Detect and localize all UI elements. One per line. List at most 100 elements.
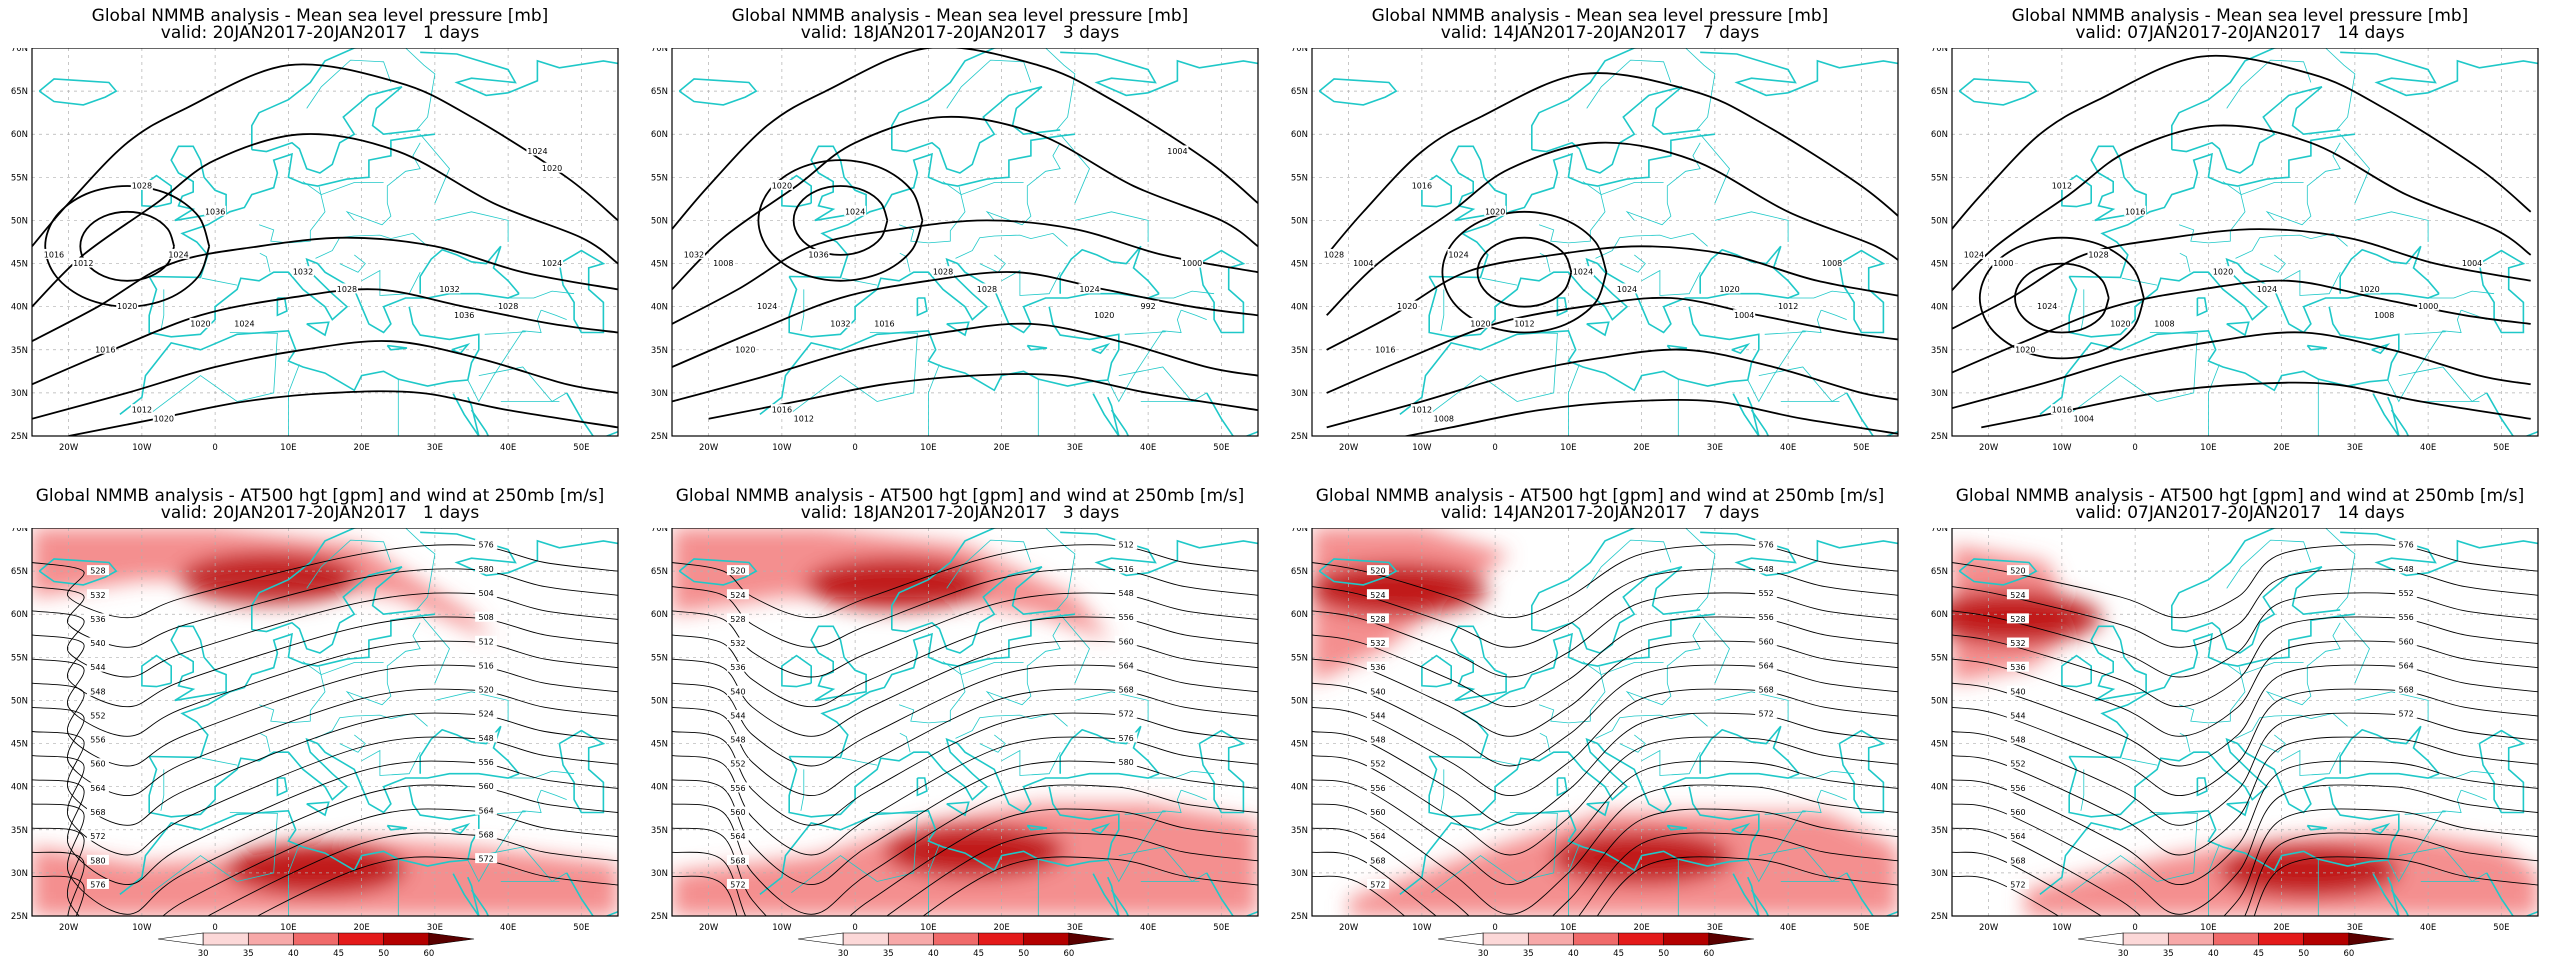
latitude-tick-label: 40N <box>651 303 668 313</box>
coastline <box>891 48 1083 150</box>
contour-label-background <box>1366 854 1389 865</box>
contour-label-background <box>1366 685 1389 696</box>
contour-label: 564 <box>479 806 494 815</box>
colorbar-tick-label: 35 <box>883 949 894 959</box>
longitude-tick-label: 50E <box>1853 443 1869 453</box>
latitude-tick-label: 35N <box>1291 346 1308 356</box>
panel-valid-period: valid: 18JAN2017-20JAN2017 3 days <box>800 23 1120 43</box>
latitude-tick-label: 70N <box>1931 48 1948 54</box>
country-border <box>841 757 878 766</box>
contour-label: 552 <box>2399 589 2414 598</box>
contour-label: 572 <box>2010 880 2025 889</box>
contour-label: 1012 <box>1778 302 1798 311</box>
colorbar-swatch <box>1573 932 1619 946</box>
contour-label-background <box>86 734 109 745</box>
contour-label-background <box>2395 539 2418 550</box>
coastline <box>1318 78 1398 106</box>
contour-label: 1032 <box>830 319 850 328</box>
latitude-tick-label: 70N <box>11 48 28 54</box>
contour-label-background <box>86 613 109 624</box>
panel-title: Global NMMB analysis - AT500 hgt [gpm] a… <box>35 486 605 506</box>
coastline <box>306 321 330 337</box>
colorbar-swatch <box>1527 932 1574 946</box>
isobar-contour <box>1952 568 2538 648</box>
contour-label: 1024 <box>1964 250 1984 259</box>
contour-label: 536 <box>1370 663 1385 672</box>
isobar-contour <box>1952 640 2538 737</box>
country-border <box>302 661 384 676</box>
contour-label-background <box>42 248 65 259</box>
country-border <box>946 59 1032 109</box>
contour-label: 508 <box>479 613 494 622</box>
contour-label: 1000 <box>1993 259 2013 268</box>
colorbar-swatch <box>1482 932 1529 946</box>
coastline <box>1732 873 1760 916</box>
contour-label: 560 <box>2010 808 2025 817</box>
panel-valid-period: valid: 18JAN2017-20JAN2017 3 days <box>800 503 1120 523</box>
contour-label: 1020 <box>1470 319 1490 328</box>
country-border <box>1074 691 1149 722</box>
colorbar-tick-label: 40 <box>928 949 939 959</box>
colorbar-swatch <box>2258 932 2305 946</box>
latitude-tick-label: 35N <box>651 346 668 356</box>
contour-label: 1004 <box>2462 259 2482 268</box>
contour-label-background <box>1432 412 1455 423</box>
longitude-tick-label: 30E <box>2347 923 2363 933</box>
country-border <box>942 181 1024 196</box>
coastline <box>2478 249 2526 334</box>
country-border <box>928 364 940 436</box>
isobar-contour <box>1326 296 1898 394</box>
isobar-contour <box>672 322 1258 403</box>
colorbar-swatch <box>1618 932 1665 946</box>
country-border <box>791 332 918 414</box>
isobar-contour <box>792 185 889 256</box>
coastline <box>386 824 408 831</box>
contour-label-background <box>1366 734 1389 745</box>
contour-label-background <box>726 758 749 769</box>
contour-label: 504 <box>479 589 494 598</box>
latitude-tick-label: 60N <box>11 130 28 140</box>
contour-label: 552 <box>1370 760 1385 769</box>
country-border <box>540 789 567 800</box>
country-border <box>201 277 238 286</box>
coastline <box>558 249 606 334</box>
contour-label-background <box>2006 878 2029 889</box>
longitude-tick-label: 10W <box>132 923 152 933</box>
contour-label-background <box>2358 283 2381 294</box>
coastline <box>946 801 970 817</box>
contour-label-background <box>1093 309 1116 320</box>
colorbar-swatch <box>978 932 1025 946</box>
latitude-tick-label: 50N <box>1291 696 1308 706</box>
longitude-tick-label: 40E <box>1140 923 1156 933</box>
coastline <box>276 777 288 797</box>
country-border <box>899 732 911 753</box>
coastline <box>251 48 443 150</box>
latitude-tick-label: 55N <box>1291 173 1308 183</box>
latitude-tick-label: 65N <box>651 87 668 97</box>
contour-label-background <box>72 257 95 268</box>
country-border <box>302 181 384 196</box>
country-border <box>1538 666 1606 724</box>
country-border <box>1045 48 1076 131</box>
contour-label: 556 <box>90 736 105 745</box>
coastline <box>1700 531 1898 577</box>
country-border <box>419 133 450 204</box>
coastline <box>678 78 758 106</box>
contour-label-background <box>873 317 896 328</box>
contour-label: 1004 <box>2074 414 2094 423</box>
contour-label: 1024 <box>234 319 254 328</box>
isobar-contour <box>1952 544 2538 619</box>
coastline <box>2039 786 2400 896</box>
contour-label: 556 <box>1119 613 1134 622</box>
longitude-tick-label: 10W <box>2052 923 2072 933</box>
contour-label: 1024 <box>542 259 562 268</box>
latitude-tick-label: 45N <box>11 740 28 750</box>
country-border <box>2354 211 2429 242</box>
coastline <box>1700 51 1898 97</box>
colorbar-tick-label: 35 <box>243 949 254 959</box>
contour-label: 516 <box>479 661 494 670</box>
coastline <box>2372 873 2400 916</box>
contour-label-background <box>1366 806 1389 817</box>
coastline <box>1059 725 1160 775</box>
contour-label: 1012 <box>2052 181 2072 190</box>
